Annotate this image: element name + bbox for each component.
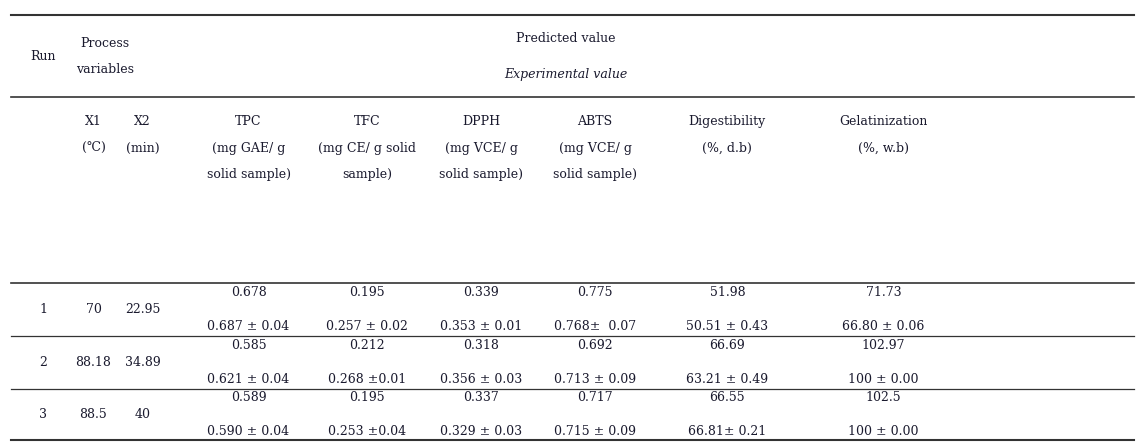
Text: 0.329 ± 0.03: 0.329 ± 0.03 bbox=[440, 425, 522, 438]
Text: 0.692: 0.692 bbox=[577, 339, 613, 352]
Text: 0.715 ± 0.09: 0.715 ± 0.09 bbox=[554, 425, 636, 438]
Text: 100 ± 0.00: 100 ± 0.00 bbox=[848, 425, 919, 438]
Text: 102.5: 102.5 bbox=[865, 391, 902, 404]
Text: Gelatinization: Gelatinization bbox=[839, 115, 928, 128]
Text: 22.95: 22.95 bbox=[124, 303, 161, 316]
Text: 0.678: 0.678 bbox=[230, 286, 267, 299]
Text: 0.318: 0.318 bbox=[463, 339, 499, 352]
Text: (mg VCE/ g: (mg VCE/ g bbox=[559, 141, 632, 155]
Text: 0.590 ± 0.04: 0.590 ± 0.04 bbox=[207, 425, 290, 438]
Text: 0.257 ± 0.02: 0.257 ± 0.02 bbox=[326, 320, 408, 333]
Text: ABTS: ABTS bbox=[578, 115, 612, 128]
Text: TFC: TFC bbox=[353, 115, 381, 128]
Text: 102.97: 102.97 bbox=[862, 339, 905, 352]
Text: 0.339: 0.339 bbox=[463, 286, 499, 299]
Text: 66.55: 66.55 bbox=[709, 391, 746, 404]
Text: 88.5: 88.5 bbox=[80, 408, 107, 421]
Text: 0.195: 0.195 bbox=[349, 391, 385, 404]
Text: 88.18: 88.18 bbox=[75, 356, 112, 369]
Text: 2: 2 bbox=[40, 356, 47, 369]
Text: 66.81± 0.21: 66.81± 0.21 bbox=[689, 425, 766, 438]
Text: 70: 70 bbox=[86, 303, 101, 316]
Text: 0.768±  0.07: 0.768± 0.07 bbox=[554, 320, 636, 333]
Text: solid sample): solid sample) bbox=[553, 168, 637, 181]
Text: (mg VCE/ g: (mg VCE/ g bbox=[445, 141, 518, 155]
Text: Process: Process bbox=[80, 37, 130, 50]
Text: variables: variables bbox=[76, 63, 133, 76]
Text: 0.585: 0.585 bbox=[230, 339, 267, 352]
Text: 0.253 ±0.04: 0.253 ±0.04 bbox=[328, 425, 406, 438]
Text: 50.51 ± 0.43: 50.51 ± 0.43 bbox=[686, 320, 768, 333]
Text: 71.73: 71.73 bbox=[865, 286, 902, 299]
Text: solid sample): solid sample) bbox=[439, 168, 523, 181]
Text: (mg GAE/ g: (mg GAE/ g bbox=[212, 141, 285, 155]
Text: 40: 40 bbox=[135, 408, 150, 421]
Text: Experimental value: Experimental value bbox=[504, 68, 628, 80]
Text: 0.687 ± 0.04: 0.687 ± 0.04 bbox=[207, 320, 290, 333]
Text: 0.337: 0.337 bbox=[463, 391, 499, 404]
Text: sample): sample) bbox=[342, 168, 392, 181]
Text: Digestibility: Digestibility bbox=[689, 115, 766, 128]
Text: (min): (min) bbox=[125, 141, 160, 155]
Text: 1: 1 bbox=[39, 303, 48, 316]
Text: 0.589: 0.589 bbox=[230, 391, 267, 404]
Text: 0.353 ± 0.01: 0.353 ± 0.01 bbox=[440, 320, 522, 333]
Text: (℃): (℃) bbox=[82, 141, 105, 155]
Text: 51.98: 51.98 bbox=[709, 286, 746, 299]
Text: 0.717: 0.717 bbox=[577, 391, 613, 404]
Text: (mg CE/ g solid: (mg CE/ g solid bbox=[318, 141, 416, 155]
Text: 63.21 ± 0.49: 63.21 ± 0.49 bbox=[686, 373, 768, 386]
Text: 0.356 ± 0.03: 0.356 ± 0.03 bbox=[440, 373, 522, 386]
Text: 100 ± 0.00: 100 ± 0.00 bbox=[848, 373, 919, 386]
Text: 3: 3 bbox=[39, 408, 48, 421]
Text: solid sample): solid sample) bbox=[206, 168, 291, 181]
Text: 34.89: 34.89 bbox=[124, 356, 161, 369]
Text: Predicted value: Predicted value bbox=[516, 32, 616, 45]
Text: 0.775: 0.775 bbox=[577, 286, 613, 299]
Text: 0.212: 0.212 bbox=[349, 339, 385, 352]
Text: 66.69: 66.69 bbox=[709, 339, 746, 352]
Text: 66.80 ± 0.06: 66.80 ± 0.06 bbox=[842, 320, 925, 333]
Text: 0.621 ± 0.04: 0.621 ± 0.04 bbox=[207, 373, 290, 386]
Text: TPC: TPC bbox=[235, 115, 262, 128]
Text: (%, d.b): (%, d.b) bbox=[702, 141, 752, 155]
Text: X1: X1 bbox=[86, 115, 101, 128]
Text: DPPH: DPPH bbox=[462, 115, 500, 128]
Text: 0.268 ±0.01: 0.268 ±0.01 bbox=[328, 373, 406, 386]
Text: (%, w.b): (%, w.b) bbox=[858, 141, 909, 155]
Text: X2: X2 bbox=[135, 115, 150, 128]
Text: 0.713 ± 0.09: 0.713 ± 0.09 bbox=[554, 373, 636, 386]
Text: 0.195: 0.195 bbox=[349, 286, 385, 299]
Text: Run: Run bbox=[31, 50, 56, 63]
